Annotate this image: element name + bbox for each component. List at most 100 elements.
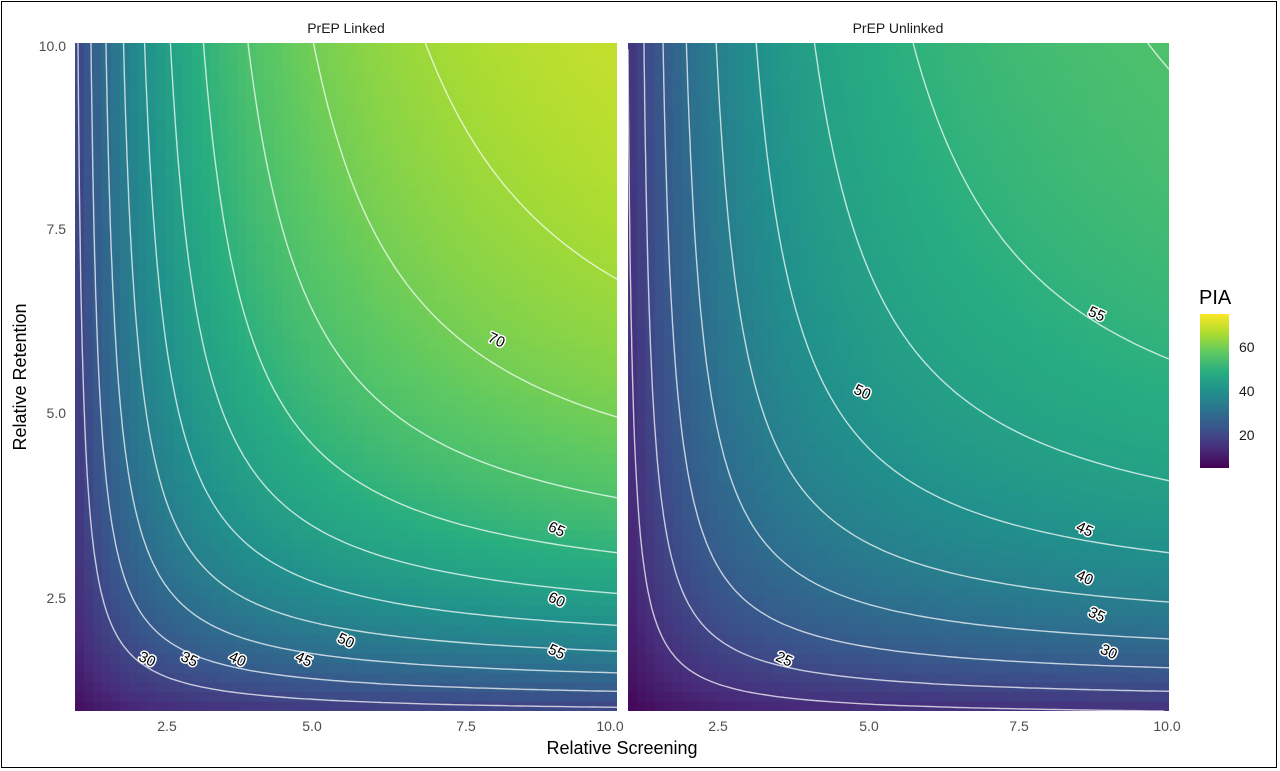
heatmap-cell [318, 586, 329, 597]
heatmap-cell [571, 309, 582, 321]
heatmap-cell [336, 414, 347, 426]
heatmap-cell [165, 500, 175, 511]
heatmap-cell [562, 443, 573, 454]
heatmap-cell [663, 281, 674, 292]
heatmap-cell [336, 615, 347, 626]
heatmap-cell [517, 386, 527, 397]
heatmap-cell [526, 577, 536, 588]
heatmap-cell [137, 80, 148, 92]
heatmap-cell [309, 109, 320, 120]
heatmap-cell [309, 424, 320, 435]
heatmap-cell [544, 328, 555, 340]
heatmap-cell [607, 462, 617, 473]
heatmap-cell [481, 433, 491, 445]
heatmap-cell [589, 119, 600, 130]
heatmap-cell [672, 672, 683, 683]
heatmap-cell [663, 109, 674, 120]
heatmap-cell [119, 596, 130, 607]
heatmap-cell [101, 510, 112, 521]
heatmap-cell [454, 243, 464, 254]
heatmap-cell [137, 90, 148, 101]
heatmap-cell [228, 80, 238, 92]
heatmap-cell [481, 166, 491, 177]
heatmap-cell [526, 348, 536, 359]
heatmap-cell [636, 643, 647, 655]
heatmap-cell [137, 357, 148, 368]
heatmap-cell [210, 395, 220, 406]
heatmap-cell [472, 52, 482, 63]
heatmap-cell [390, 500, 401, 511]
heatmap-cell [137, 128, 148, 139]
heatmap-cell [183, 586, 193, 597]
heatmap-cell [472, 558, 482, 569]
heatmap-cell [83, 386, 94, 397]
heatmap-cell [381, 376, 392, 387]
heatmap-cell [399, 624, 410, 635]
heatmap-cell [598, 414, 609, 426]
heatmap-cell [390, 90, 401, 101]
heatmap-cell [273, 109, 284, 120]
heatmap-cell [228, 271, 238, 282]
heatmap-cell [156, 405, 166, 416]
heatmap-cell [318, 157, 329, 168]
heatmap-cell [146, 624, 157, 635]
heatmap-cell [237, 615, 247, 626]
heatmap-cell [309, 386, 320, 397]
heatmap-cell [436, 701, 446, 711]
heatmap-cell [237, 52, 247, 63]
heatmap-cell [237, 701, 247, 711]
heatmap-cell [336, 596, 347, 607]
heatmap-cell [228, 443, 238, 454]
heatmap-cell [228, 453, 238, 464]
heatmap-cell [192, 529, 202, 540]
heatmap-cell [291, 128, 302, 139]
heatmap-cell [237, 577, 247, 588]
heatmap-cell [119, 414, 130, 426]
heatmap-cell [309, 567, 320, 578]
heatmap-cell [463, 52, 473, 63]
heatmap-cell [327, 491, 338, 502]
heatmap-cell [717, 653, 728, 664]
heatmap-cell [454, 61, 464, 72]
heatmap-cell [381, 433, 392, 445]
heatmap-cell [517, 166, 527, 177]
heatmap-cell [553, 185, 564, 196]
heatmap-cell [427, 481, 437, 492]
heatmap-cell [336, 109, 347, 120]
heatmap-cell [174, 300, 184, 311]
heatmap-cell [589, 691, 600, 702]
heatmap-cell [363, 615, 374, 626]
heatmap-cell [645, 443, 656, 454]
heatmap-cell [553, 271, 564, 282]
heatmap-cell [372, 328, 383, 340]
heatmap-cell [436, 357, 446, 368]
heatmap-cell [300, 157, 311, 168]
heatmap-cell [672, 538, 683, 550]
heatmap-cell [210, 271, 220, 282]
heatmap-cell [408, 414, 419, 426]
heatmap-cell [645, 481, 656, 492]
heatmap-cell [228, 309, 238, 321]
heatmap-cell [219, 662, 229, 674]
heatmap-cell [708, 262, 719, 273]
heatmap-cell [165, 643, 175, 655]
heatmap-cell [146, 662, 157, 674]
heatmap-cell [372, 338, 383, 349]
heatmap-cell [408, 61, 419, 72]
heatmap-cell [291, 395, 302, 406]
heatmap-cell [219, 176, 229, 187]
heatmap-cell [318, 243, 329, 254]
heatmap-cell [571, 424, 582, 435]
heatmap-cell [562, 662, 573, 674]
heatmap-cell [481, 71, 491, 82]
heatmap-cell [681, 262, 692, 273]
heatmap-cell [663, 405, 674, 416]
heatmap-cell [517, 61, 527, 72]
heatmap-cell [508, 586, 518, 597]
heatmap-cell [681, 643, 692, 655]
heatmap-cell [454, 195, 464, 206]
heatmap-cell [445, 252, 455, 263]
heatmap-cell [165, 395, 175, 406]
heatmap-cell [636, 701, 647, 711]
heatmap-cell [309, 376, 320, 387]
